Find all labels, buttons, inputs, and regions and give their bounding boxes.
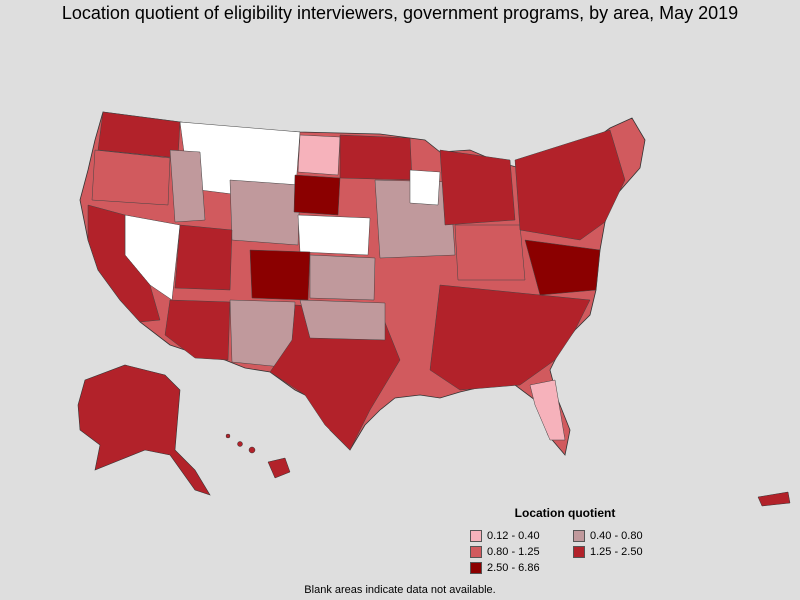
legend-swatch [470,562,482,574]
legend-swatch [573,530,585,542]
region-nebraska-blank [297,214,371,256]
puerto-rico [757,491,791,507]
region-wisconsin-blank [409,169,441,206]
legend-item: 0.12 - 0.40 [470,529,573,543]
region-dakotas [293,174,341,216]
region-california [87,204,161,323]
region-arizona [164,299,231,361]
region-wyoming [229,179,301,246]
blank-areas-note: Blank areas indicate data not available. [304,584,496,596]
hawaii [225,433,291,479]
map-title: Location quotient of eligibility intervi… [61,3,739,23]
region-washington [97,111,181,159]
region-texas [269,304,401,451]
legend-item: 1.25 - 2.50 [573,545,660,559]
legend-label: 2.50 - 6.86 [487,562,540,574]
region-oregon [91,149,171,206]
region-utah [174,224,233,291]
region-southeast [429,284,591,391]
region-colorado [249,249,311,301]
legend-item: 0.80 - 1.25 [470,545,573,559]
region-north-dakota [297,134,341,176]
legend: Location quotient 0.12 - 0.40 0.40 - 0.80… [470,506,660,575]
region-ohio-valley [454,224,526,281]
region-great-lakes [439,149,516,226]
legend-label: 0.80 - 1.25 [487,546,540,558]
region-idaho [169,149,206,223]
region-mid-atlantic [524,239,601,296]
region-oklahoma [299,299,386,341]
legend-label: 0.12 - 0.40 [487,530,540,542]
legend-swatch [573,546,585,558]
legend-item: 0.40 - 0.80 [573,529,660,543]
region-minnesota [339,134,413,181]
legend-swatch [470,530,482,542]
legend-items: 0.12 - 0.40 0.40 - 0.80 0.80 - 1.25 1.25 - … [470,529,660,575]
region-florida [529,379,566,441]
legend-item: 2.50 - 6.86 [470,561,573,575]
region-northeast [514,129,626,241]
legend-label: 1.25 - 2.50 [590,546,643,558]
map-regions [87,111,626,451]
legend-swatch [470,546,482,558]
legend-title: Location quotient [514,506,616,520]
alaska [77,364,211,496]
legend-label: 0.40 - 0.80 [590,530,643,542]
region-kansas [309,254,376,301]
